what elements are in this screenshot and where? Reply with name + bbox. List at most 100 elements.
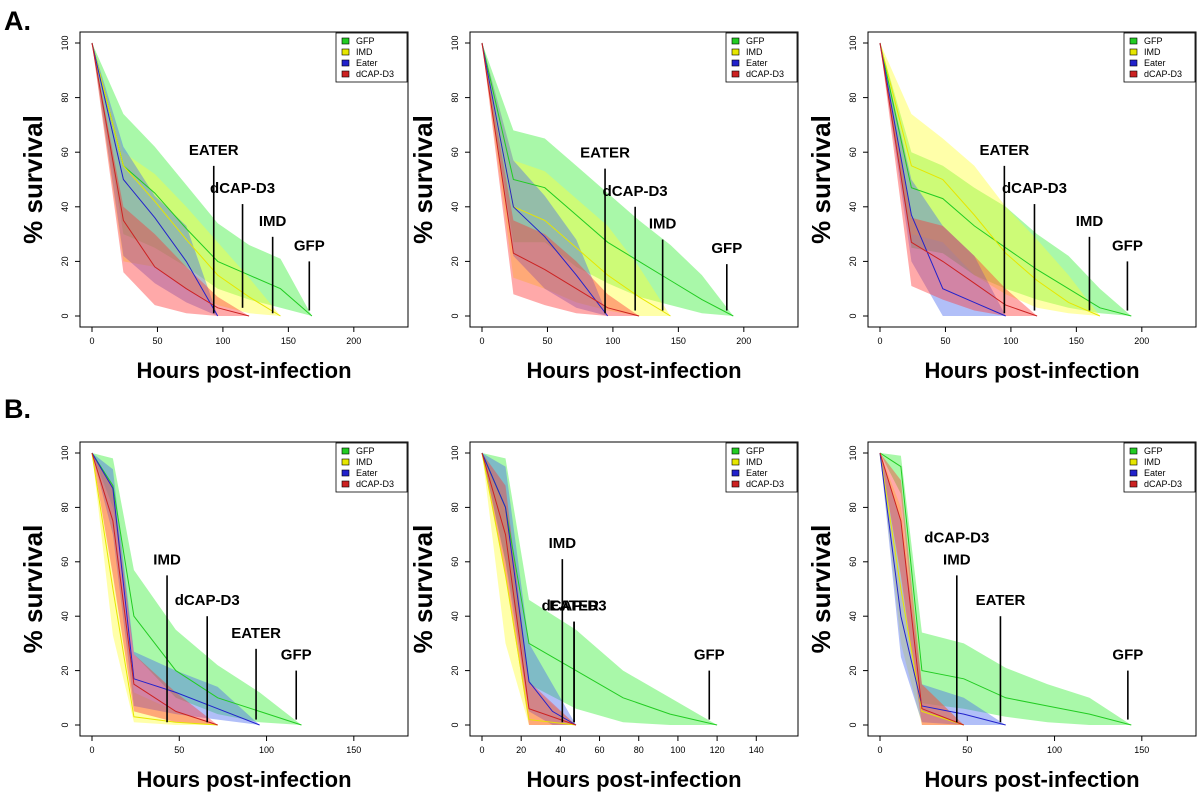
annotation-label: IMD (549, 535, 577, 552)
y-tick-label: 20 (848, 256, 858, 266)
y-tick-label: 20 (450, 666, 460, 676)
legend-label-gfp: GFP (356, 36, 375, 46)
survival-line-imd (91, 42, 281, 317)
confidence-band-dcap-d3 (482, 43, 640, 316)
x-axis-title: Hours post-infection (136, 767, 351, 792)
panel-label-b: B. (4, 394, 31, 424)
survival-line-imd (91, 452, 218, 726)
legend-swatch-eater (341, 469, 350, 477)
survival-panel-4: 0 20 40 60 80 100 0 50 100 150 Hours post-infectio… (18, 441, 409, 792)
plot-frame (79, 441, 409, 737)
x-tick-label: 100 (670, 745, 685, 755)
confidence-band-imd (92, 453, 218, 725)
confidence-band-dcap-d3 (92, 43, 250, 316)
legend-swatch-gfp (1129, 447, 1138, 455)
x-tick-label: 150 (281, 336, 296, 346)
legend-swatch-eater (341, 59, 350, 67)
legend-label-dcap-d3: dCAP-D3 (1144, 69, 1182, 79)
legend-swatch-imd (1129, 458, 1138, 466)
x-tick-label: 0 (479, 336, 484, 346)
y-tick-label: 40 (60, 611, 70, 621)
legend-label-eater: Eater (746, 58, 768, 68)
y-tick-label: 60 (60, 557, 70, 567)
x-tick-label: 0 (877, 745, 882, 755)
x-tick-label: 140 (749, 745, 764, 755)
y-axis-title: % survival (408, 525, 438, 654)
x-tick-label: 100 (259, 745, 274, 755)
y-tick-label: 20 (848, 666, 858, 676)
x-axis-title: Hours post-infection (924, 358, 1139, 383)
y-tick-label: 20 (450, 256, 460, 266)
legend-label-gfp: GFP (746, 446, 765, 456)
y-tick-label: 0 (450, 722, 460, 727)
legend-swatch-dcap-d3 (1129, 480, 1138, 488)
survival-line-imd (879, 42, 1101, 317)
survival-panel-2: 0 20 40 60 80 100 0 50 100 150 200 Hours post-infec… (408, 31, 799, 383)
x-tick-label: 200 (1134, 336, 1149, 346)
y-tick-label: 40 (60, 202, 70, 212)
legend-swatch-imd (1129, 48, 1138, 56)
survival-line-dcap-d3 (879, 452, 964, 726)
panel-label-a: A. (4, 6, 31, 36)
survival-panel-6: 0 20 40 60 80 100 0 50 100 150 Hours post-infectio… (806, 441, 1197, 792)
y-tick-label: 100 (450, 445, 460, 460)
annotation-label: GFP (711, 240, 742, 257)
x-tick-label: 40 (555, 745, 565, 755)
legend-label-dcap-d3: dCAP-D3 (746, 479, 784, 489)
y-tick-label: 40 (848, 611, 858, 621)
legend-label-imd: IMD (356, 457, 373, 467)
x-tick-label: 100 (1003, 336, 1018, 346)
plot-frame (867, 441, 1197, 737)
annotation-label: EATER (979, 142, 1029, 159)
annotation-label: EATER (189, 142, 239, 159)
annotation-label: dCAP-D3 (542, 598, 607, 615)
confidence-band-gfp (880, 453, 1132, 725)
y-tick-label: 100 (60, 35, 70, 50)
y-tick-label: 40 (848, 202, 858, 212)
y-tick-label: 100 (848, 445, 858, 460)
legend-swatch-dcap-d3 (731, 70, 740, 78)
y-tick-label: 100 (848, 35, 858, 50)
x-axis-title: Hours post-infection (924, 767, 1139, 792)
legend-label-eater: Eater (1144, 58, 1166, 68)
survival-line-eater (879, 42, 1006, 317)
survival-line-dcap-d3 (481, 452, 577, 726)
legend-label-gfp: GFP (1144, 446, 1163, 456)
legend-label-imd: IMD (1144, 47, 1161, 57)
annotation-label: GFP (1112, 647, 1143, 664)
y-tick-label: 20 (60, 666, 70, 676)
annotation-label: dCAP-D3 (924, 530, 989, 547)
annotation-label: GFP (281, 647, 312, 664)
y-tick-label: 0 (60, 722, 70, 727)
x-tick-label: 50 (962, 745, 972, 755)
y-tick-label: 40 (450, 202, 460, 212)
confidence-band-imd (92, 43, 281, 316)
legend-swatch-dcap-d3 (341, 70, 350, 78)
legend-swatch-gfp (731, 37, 740, 45)
y-tick-label: 0 (450, 313, 460, 318)
survival-line-gfp (481, 42, 734, 317)
y-tick-label: 60 (450, 557, 460, 567)
survival-line-imd (481, 452, 577, 726)
legend-label-dcap-d3: dCAP-D3 (746, 69, 784, 79)
y-tick-label: 80 (60, 502, 70, 512)
survival-line-imd (879, 452, 964, 726)
confidence-band-gfp (482, 43, 734, 316)
legend-label-imd: IMD (1144, 457, 1161, 467)
legend-swatch-eater (1129, 469, 1138, 477)
y-axis-title: % survival (18, 115, 48, 244)
x-axis-title: Hours post-infection (526, 767, 741, 792)
plot-frame (469, 441, 799, 737)
x-tick-label: 150 (1134, 745, 1149, 755)
survival-panel-1: 0 20 40 60 80 100 0 50 100 150 200 Hours post-infec… (18, 31, 409, 383)
legend-swatch-dcap-d3 (341, 480, 350, 488)
legend-swatch-imd (341, 48, 350, 56)
survival-panel-3: 0 20 40 60 80 100 0 50 100 150 200 Hours post-infec… (806, 31, 1197, 383)
legend-label-dcap-d3: dCAP-D3 (1144, 479, 1182, 489)
legend-label-imd: IMD (356, 47, 373, 57)
confidence-band-imd (880, 43, 1100, 316)
y-tick-label: 60 (848, 147, 858, 157)
y-tick-label: 60 (60, 147, 70, 157)
x-tick-label: 120 (710, 745, 725, 755)
